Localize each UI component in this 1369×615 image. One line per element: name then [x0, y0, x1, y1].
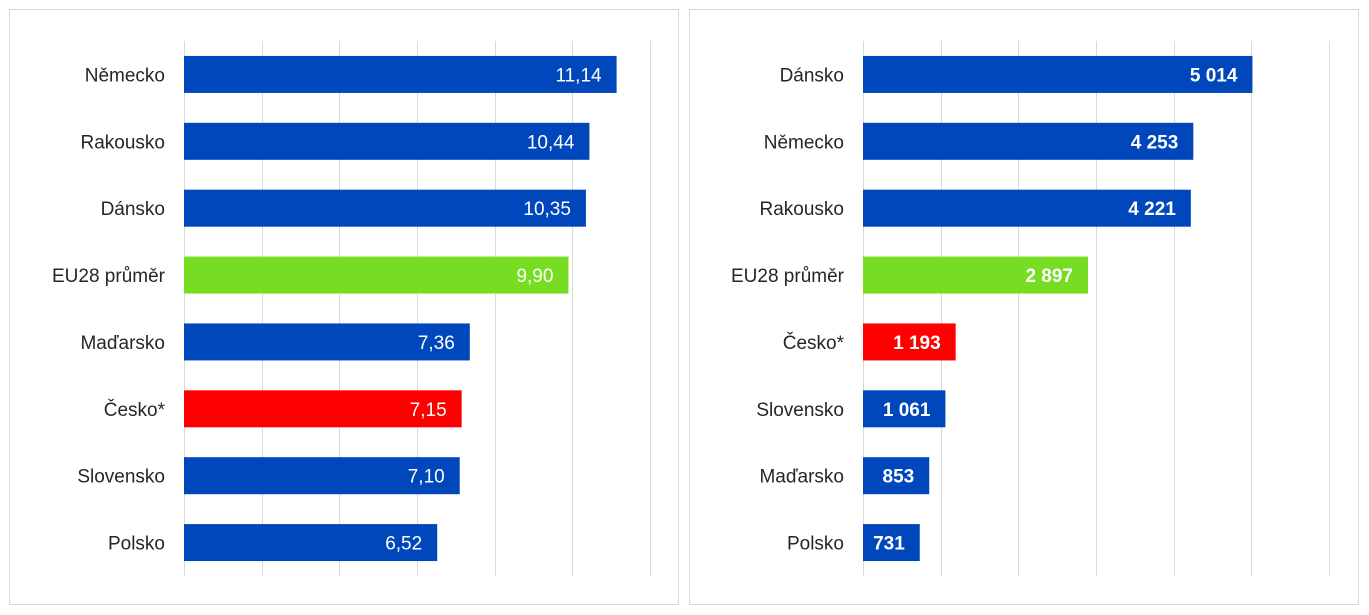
value-label: 5 014: [1190, 65, 1238, 86]
bar: [863, 390, 946, 428]
bar: [184, 122, 590, 160]
bar: [863, 189, 1191, 227]
bar: [863, 122, 1194, 160]
category-label: Slovensko: [756, 400, 844, 421]
bar: [184, 55, 617, 93]
category-label: Slovensko: [77, 467, 165, 488]
category-label: Maďarsko: [80, 333, 165, 354]
value-label: 853: [883, 467, 915, 488]
category-label: Rakousko: [81, 132, 166, 153]
right-chart-panel: Dánsko 5 014 Německo 4 253 Rakousko 4 221 EU28…: [689, 9, 1359, 605]
value-label: 6,52: [385, 534, 422, 555]
value-label: 1 193: [893, 333, 941, 354]
bar: [184, 323, 470, 361]
category-label: Německo: [764, 132, 844, 153]
category-label: Maďarsko: [759, 467, 844, 488]
value-label: 7,36: [418, 333, 455, 354]
bar: [184, 390, 462, 428]
bar: [184, 457, 460, 495]
category-label: EU28 průměr: [52, 266, 166, 287]
bar: [184, 524, 438, 562]
category-label: Česko*: [104, 399, 166, 421]
left-chart-panel: Německo 11,14 Rakousko 10,44 Dánsko 10,35 EU28…: [9, 9, 679, 605]
value-label: 10,44: [527, 132, 575, 153]
category-label: Polsko: [108, 534, 165, 555]
value-label: 2 897: [1025, 266, 1073, 287]
bar: [863, 323, 956, 361]
value-label: 7,10: [408, 467, 445, 488]
value-label: 11,14: [555, 65, 602, 86]
value-label: 10,35: [523, 199, 571, 220]
bar: [863, 256, 1089, 294]
category-label: Dánsko: [780, 65, 844, 86]
category-label: Rakousko: [760, 199, 845, 220]
category-label: Dánsko: [101, 199, 165, 220]
value-label: 1 061: [883, 400, 931, 421]
bar: [863, 55, 1253, 93]
value-label: 4 253: [1131, 132, 1179, 153]
value-label: 7,15: [410, 400, 447, 421]
right-bar-chart: Dánsko 5 014 Německo 4 253 Rakousko 4 221 EU28…: [731, 41, 1330, 576]
value-label: 9,90: [516, 266, 553, 287]
bar: [863, 457, 930, 495]
value-label: 731: [873, 534, 905, 555]
bar: [184, 189, 586, 227]
category-label: Česko*: [783, 332, 845, 354]
value-label: 4 221: [1128, 199, 1176, 220]
bar: [863, 524, 920, 562]
left-bar-chart: Německo 11,14 Rakousko 10,44 Dánsko 10,35 EU28…: [52, 41, 651, 576]
category-label: EU28 průměr: [731, 266, 845, 287]
category-label: Německo: [85, 65, 165, 86]
bar: [184, 256, 569, 294]
category-label: Polsko: [787, 534, 844, 555]
